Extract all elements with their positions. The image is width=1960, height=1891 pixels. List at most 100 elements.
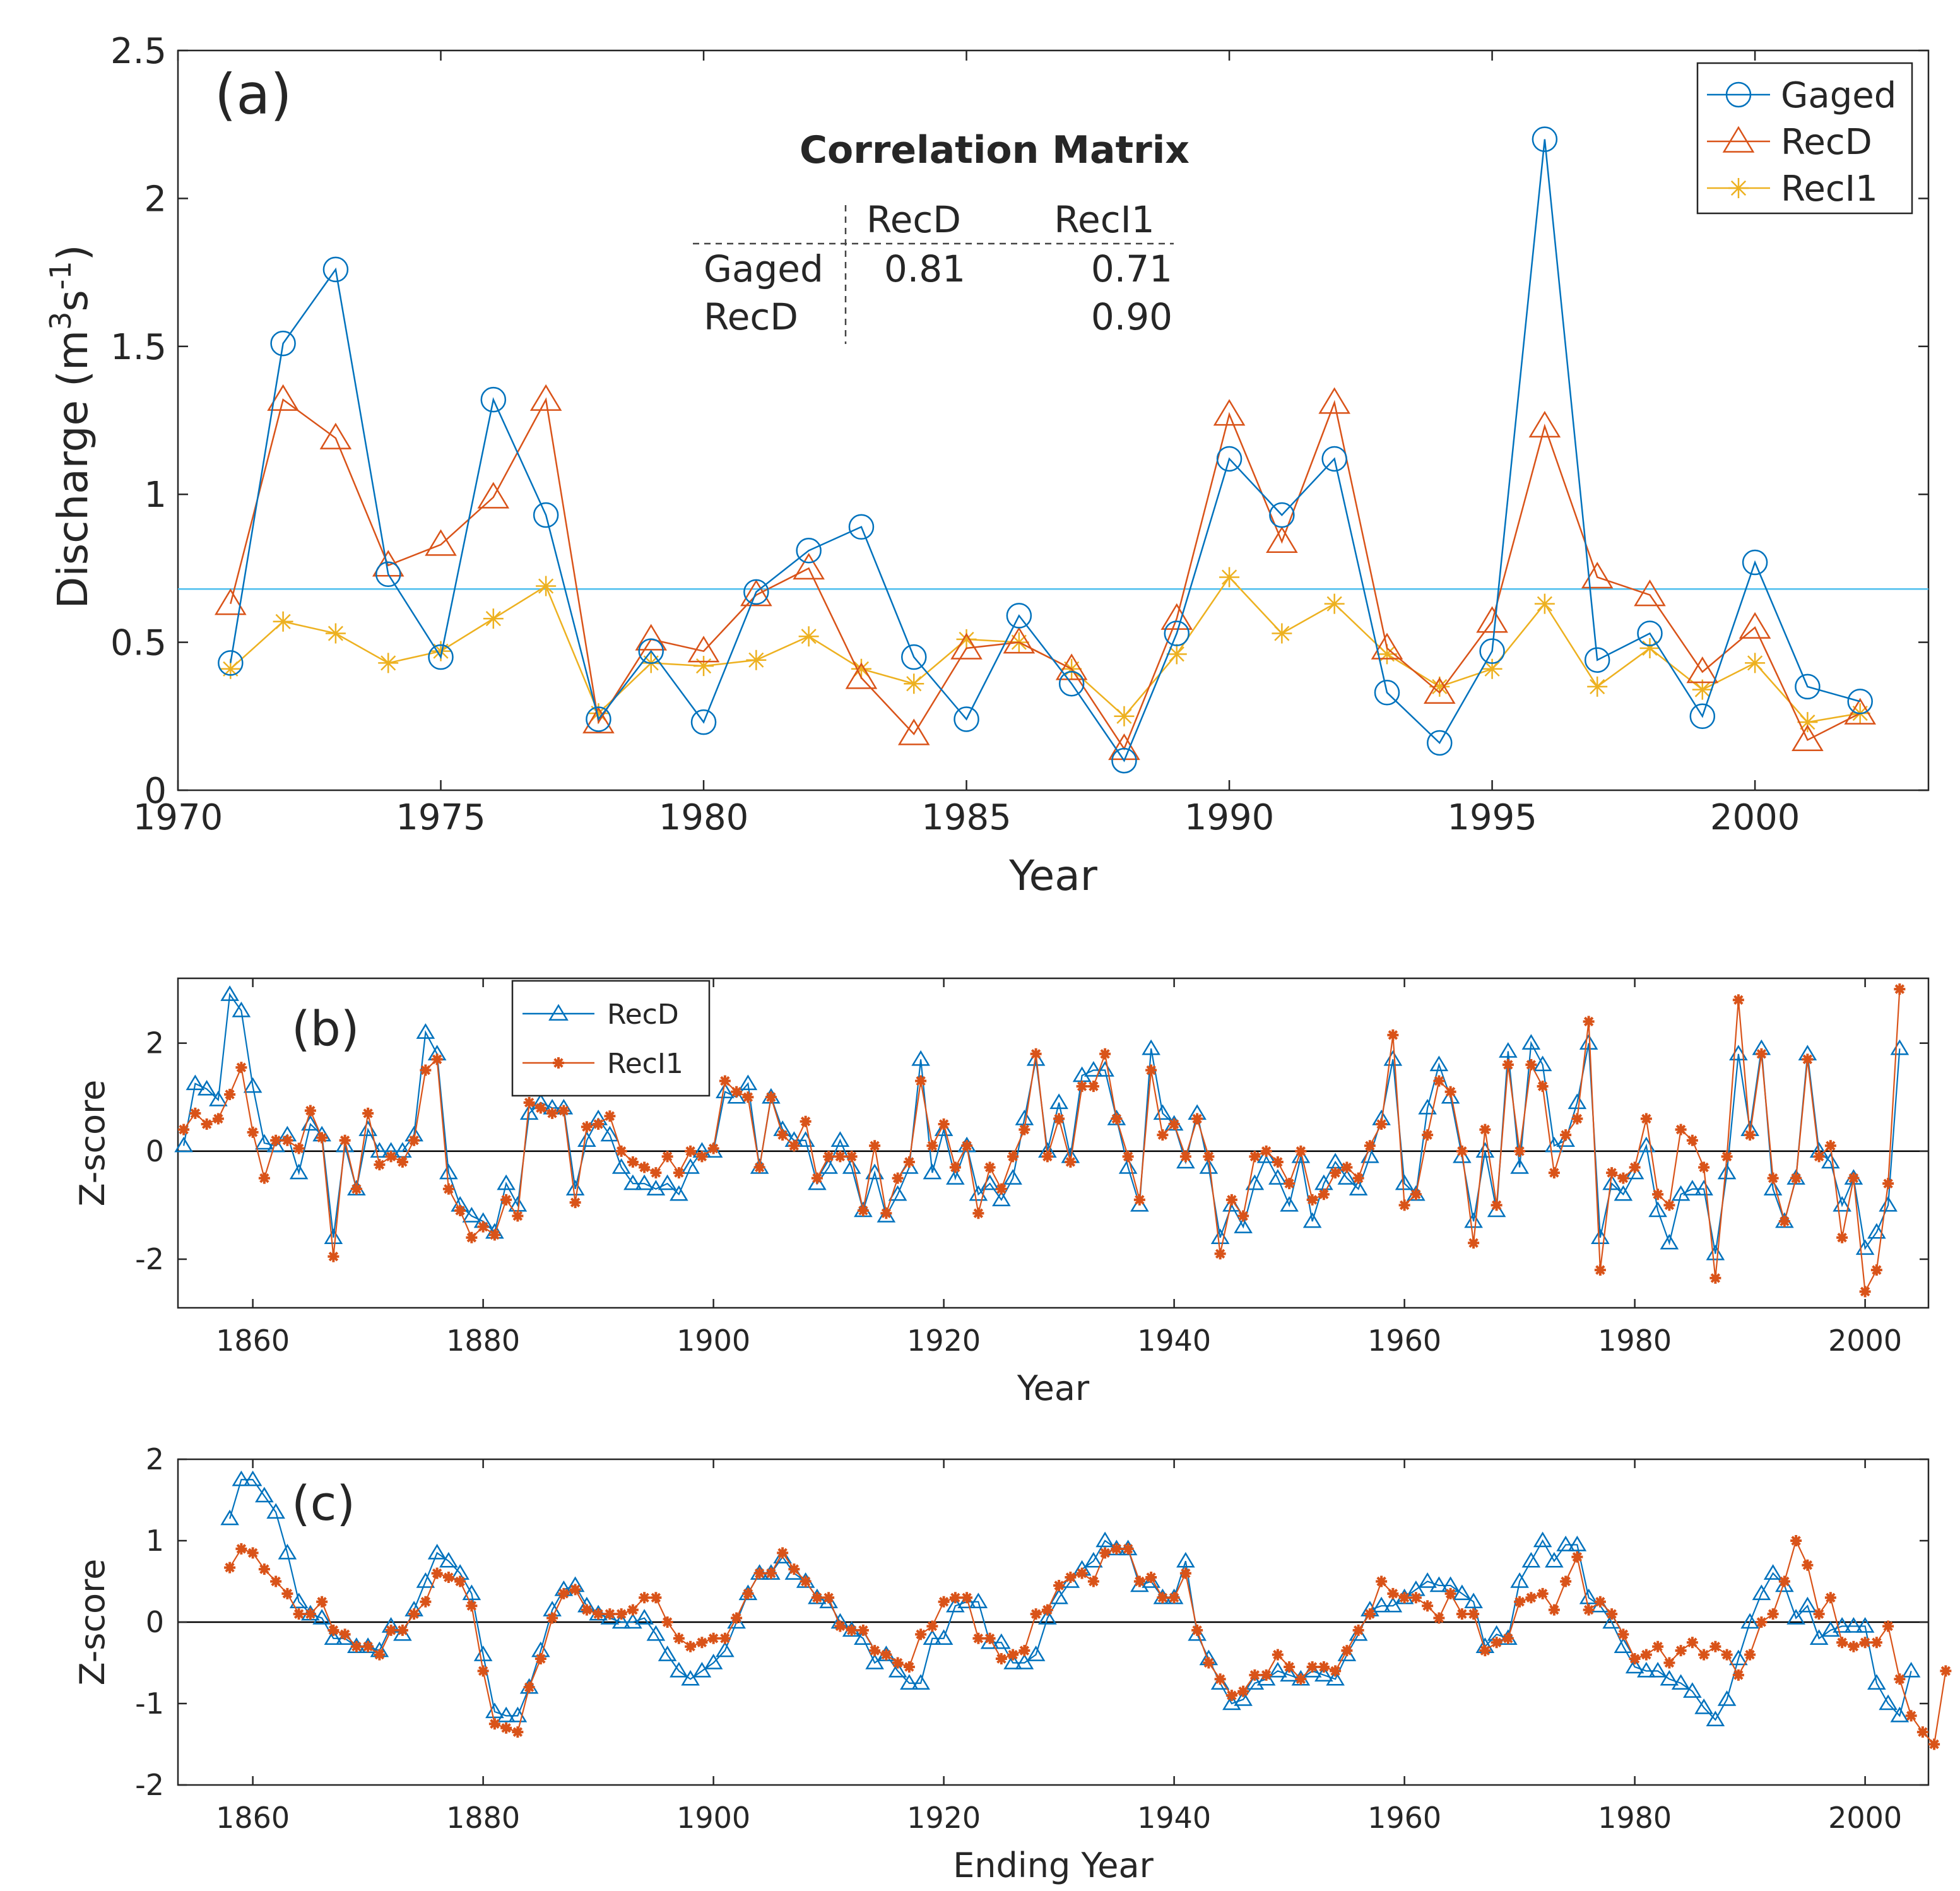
point-b-reci1 bbox=[1087, 1081, 1099, 1093]
point-c-reci1 bbox=[1007, 1649, 1019, 1661]
point-b-reci1 bbox=[593, 1118, 605, 1130]
point-c-reci1 bbox=[915, 1628, 927, 1640]
x-tick-label-a: 1975 bbox=[396, 797, 486, 838]
point-b-recd bbox=[716, 1082, 735, 1098]
point-c-reci1 bbox=[293, 1608, 305, 1620]
point-b-recd bbox=[1349, 1180, 1368, 1195]
point-b-reci1 bbox=[846, 1151, 858, 1163]
point-recd bbox=[635, 624, 668, 651]
point-b-recd bbox=[416, 1023, 435, 1039]
point-c-reci1 bbox=[1514, 1596, 1526, 1608]
point-c-reci1 bbox=[1870, 1637, 1882, 1649]
y-axis-label-part: -1 bbox=[44, 261, 78, 290]
point-recd bbox=[1686, 656, 1719, 684]
point-b-recd bbox=[1142, 1039, 1160, 1055]
point-b-reci1 bbox=[627, 1156, 639, 1168]
point-c-reci1 bbox=[1686, 1637, 1698, 1649]
point-recd bbox=[1634, 579, 1666, 607]
point-b-reci1 bbox=[915, 1075, 927, 1087]
point-c-reci1 bbox=[857, 1624, 869, 1636]
point-c-recd bbox=[497, 1706, 516, 1722]
point-reci1 bbox=[1639, 637, 1660, 658]
point-b-reci1 bbox=[1663, 1199, 1675, 1211]
point-b-reci1 bbox=[1076, 1081, 1088, 1093]
x-axis-label-b: Year bbox=[1017, 1368, 1090, 1408]
point-c-reci1 bbox=[1456, 1608, 1468, 1620]
point-c-recd bbox=[692, 1661, 712, 1678]
point-b-reci1 bbox=[339, 1134, 351, 1146]
point-b-reci1 bbox=[800, 1115, 812, 1127]
point-gaged bbox=[1427, 730, 1453, 756]
point-b-reci1 bbox=[374, 1159, 386, 1171]
panel-label-a: (a) bbox=[215, 62, 292, 127]
point-c-recd bbox=[439, 1551, 458, 1568]
point-c-recd bbox=[232, 1470, 251, 1486]
x-tick-label-b: 1940 bbox=[1137, 1324, 1211, 1358]
point-b-recd bbox=[611, 1158, 631, 1174]
point-b-recd bbox=[186, 1074, 205, 1091]
point-b-reci1 bbox=[696, 1151, 708, 1163]
point-b-reci1 bbox=[834, 1151, 846, 1163]
point-b-reci1 bbox=[1836, 1231, 1848, 1243]
point-b-recd bbox=[370, 1142, 389, 1158]
y-tick-label-c: -2 bbox=[135, 1768, 164, 1802]
point-b-recd bbox=[819, 1158, 838, 1174]
point-b-recd bbox=[1683, 1180, 1702, 1195]
x-tick-label-c: 1940 bbox=[1137, 1801, 1211, 1835]
legend-b: RecD RecI1 bbox=[511, 980, 711, 1097]
point-reci1 bbox=[1797, 712, 1818, 733]
point-b-reci1 bbox=[1306, 1194, 1318, 1206]
point-c-reci1 bbox=[1053, 1579, 1065, 1591]
point-c-recd bbox=[716, 1641, 735, 1657]
x-tick-label-c: 1980 bbox=[1598, 1801, 1672, 1835]
point-c-reci1 bbox=[1560, 1575, 1572, 1587]
legend-marker-gaged bbox=[1725, 81, 1752, 108]
point-c-recd bbox=[1026, 1645, 1046, 1661]
point-c-recd bbox=[911, 1674, 930, 1690]
panel-c: 1860 1880 1900 1920 1940 1960 1980 2000 -2 -1 0 1 2 E… bbox=[73, 1442, 1952, 1885]
point-b-recd bbox=[1556, 1131, 1575, 1147]
point-b-reci1 bbox=[1364, 1140, 1376, 1152]
point-c-reci1 bbox=[454, 1575, 466, 1587]
point-c-recd bbox=[1280, 1666, 1299, 1682]
point-gaged bbox=[1111, 747, 1137, 774]
point-c-reci1 bbox=[1790, 1535, 1802, 1546]
point-b-recd bbox=[1429, 1055, 1449, 1072]
point-recd bbox=[950, 632, 983, 660]
plot-area-a bbox=[177, 49, 1930, 791]
point-b-reci1 bbox=[1721, 1151, 1733, 1163]
y-tick-label-b: 2 bbox=[146, 1026, 164, 1060]
point-b-recd bbox=[808, 1174, 827, 1190]
corr-col-header: RecD bbox=[866, 198, 961, 241]
point-b-reci1 bbox=[661, 1151, 673, 1163]
point-recd bbox=[1003, 627, 1036, 654]
point-c-reci1 bbox=[961, 1592, 973, 1604]
point-c-reci1 bbox=[1629, 1653, 1641, 1665]
point-c-recd bbox=[1234, 1690, 1253, 1706]
point-c-recd bbox=[1648, 1661, 1667, 1678]
point-b-reci1 bbox=[1594, 1264, 1606, 1276]
point-b-recd bbox=[635, 1174, 654, 1190]
point-c-recd bbox=[1844, 1617, 1863, 1633]
point-b-reci1 bbox=[1318, 1189, 1330, 1200]
point-b-reci1 bbox=[1111, 1113, 1123, 1125]
point-c-recd bbox=[1314, 1666, 1333, 1682]
point-recd bbox=[267, 384, 299, 411]
point-recd bbox=[1213, 399, 1246, 426]
point-b-reci1 bbox=[477, 1221, 489, 1233]
point-c-recd bbox=[1222, 1694, 1241, 1710]
y-tick-label-a: 0 bbox=[144, 771, 167, 812]
point-reci1 bbox=[694, 656, 714, 677]
point-b-recd bbox=[1487, 1201, 1506, 1218]
point-b-reci1 bbox=[281, 1134, 293, 1146]
point-b-recd bbox=[1453, 1147, 1472, 1163]
point-recd bbox=[319, 422, 352, 449]
point-reci1 bbox=[746, 649, 767, 670]
point-c-recd bbox=[416, 1572, 435, 1588]
point-c-reci1 bbox=[984, 1632, 996, 1644]
point-c-recd bbox=[1786, 1609, 1805, 1625]
point-c-reci1 bbox=[1802, 1559, 1814, 1571]
point-gaged bbox=[1216, 446, 1243, 472]
point-c-reci1 bbox=[431, 1567, 443, 1579]
point-b-recd bbox=[681, 1158, 700, 1174]
